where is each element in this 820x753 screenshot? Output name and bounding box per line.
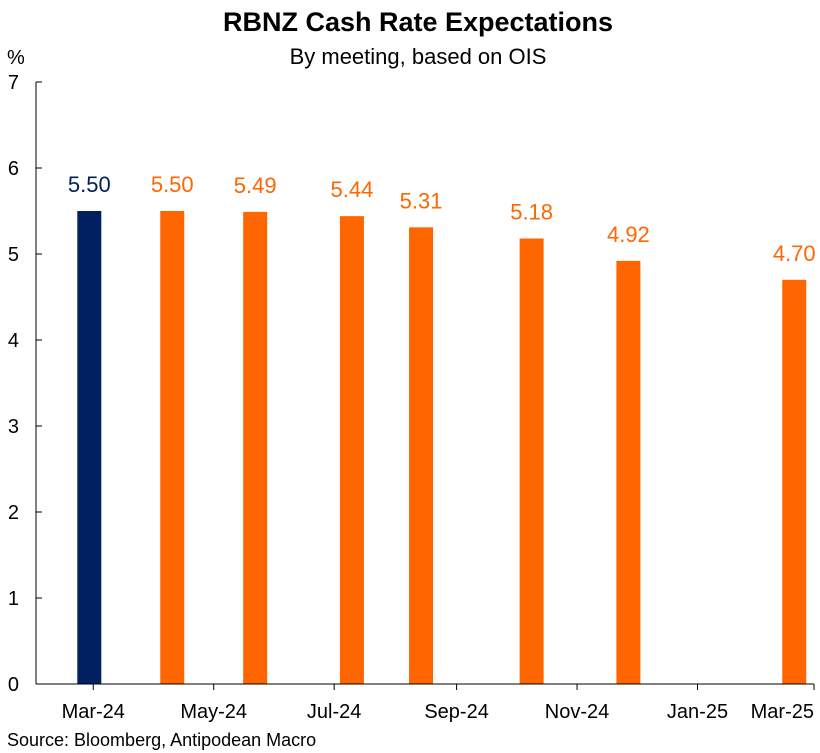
data-labels-group: 5.50 5.50 5.49 5.44 5.31 5.18 4.92 4.70 (68, 172, 816, 266)
bar-0 (77, 211, 102, 684)
bar-value-label-1: 5.50 (151, 172, 194, 197)
x-tick-label-5: Jan-25 (667, 701, 728, 723)
x-tick-label-0: Mar-24 (62, 701, 125, 723)
y-tick-label-1: 1 (8, 588, 19, 610)
x-tick-label-3: Sep-24 (424, 701, 489, 723)
bar-value-label-0: 5.50 (68, 172, 111, 197)
y-tick-label-4: 4 (8, 330, 19, 352)
bar-1 (160, 211, 185, 684)
source-note: Source: Bloomberg, Antipodean Macro (7, 730, 316, 750)
bar-5 (519, 238, 544, 684)
bar-4 (409, 227, 434, 684)
y-tick-label-3: 3 (8, 416, 19, 438)
axes-group: 0 1 2 3 4 5 6 7 Mar-24 May-24 Jul-24 Sep-24 Nov-24 Ja… (8, 72, 815, 723)
bars-group (77, 211, 807, 685)
chart-title: RBNZ Cash Rate Expectations (223, 7, 613, 37)
bar-value-label-6: 4.92 (607, 222, 650, 247)
y-tick-label-7: 7 (8, 72, 19, 94)
x-tick-label-4: Nov-24 (545, 701, 609, 723)
bar-3 (339, 216, 364, 684)
y-tick-label-6: 6 (8, 158, 19, 180)
x-tick-label-6: Mar-25 (751, 701, 814, 723)
bar-2 (243, 211, 268, 685)
bar-7 (782, 279, 807, 684)
bar-value-label-2: 5.49 (234, 173, 277, 198)
y-tick-label-2: 2 (8, 502, 19, 524)
x-tick-label-2: Jul-24 (307, 701, 361, 723)
bar-value-label-7: 4.70 (773, 241, 816, 266)
bar-6 (616, 260, 641, 684)
bar-value-label-3: 5.44 (331, 177, 374, 202)
bar-value-label-4: 5.31 (400, 188, 443, 213)
y-tick-label-5: 5 (8, 244, 19, 266)
chart-subtitle: By meeting, based on OIS (290, 44, 547, 69)
y-axis-unit-label: % (7, 47, 25, 69)
y-tick-label-0: 0 (8, 674, 19, 696)
bar-value-label-5: 5.18 (510, 200, 553, 225)
x-tick-label-1: May-24 (180, 701, 247, 723)
